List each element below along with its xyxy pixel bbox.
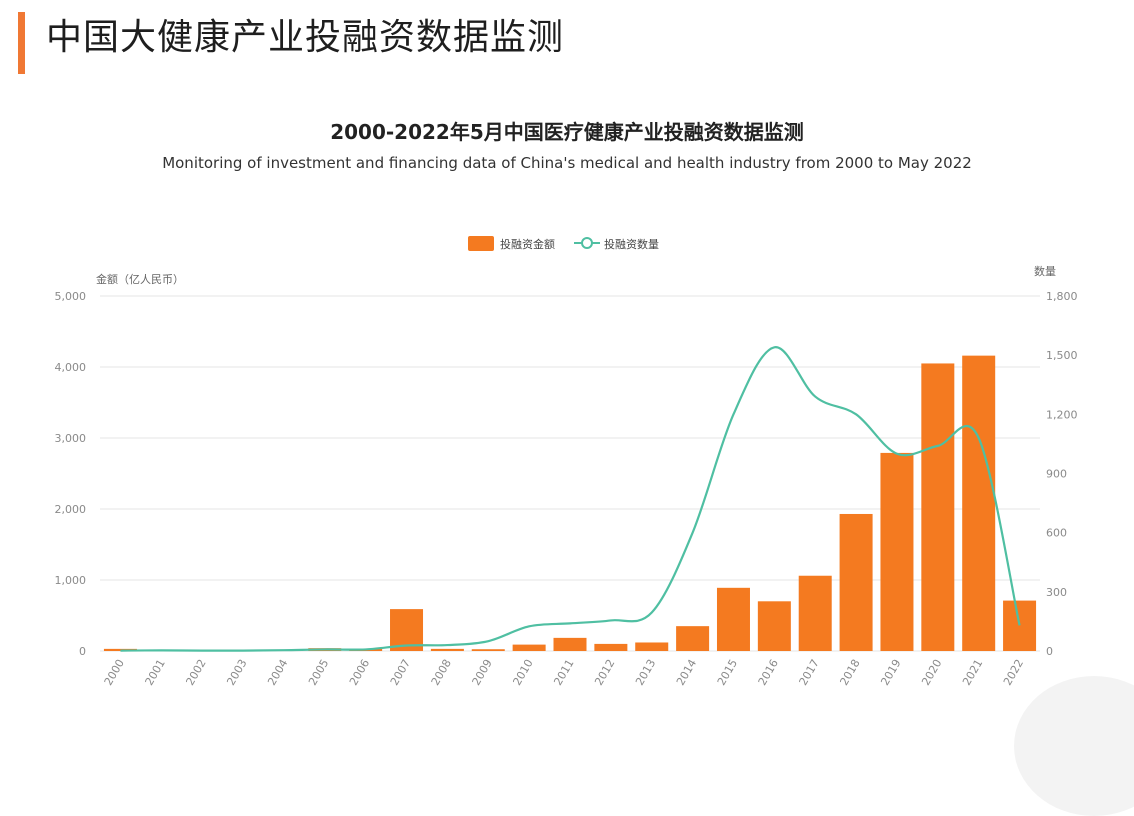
bar-2014 <box>676 626 710 651</box>
x-tick-label: 2016 <box>756 657 781 688</box>
x-tick-label: 2022 <box>1001 657 1026 688</box>
legend-bar-swatch <box>468 236 494 251</box>
x-tick-label: 2019 <box>878 657 903 688</box>
bar-2019 <box>880 452 914 651</box>
legend-line-label: 投融资数量 <box>604 237 659 251</box>
y-left-axis-label: 金额（亿人民币） <box>96 272 184 286</box>
bar-2010 <box>512 644 546 651</box>
bar-2012 <box>594 643 628 651</box>
bar-2018 <box>839 513 873 651</box>
bar-2017 <box>798 575 832 651</box>
legend-line-marker <box>581 237 593 249</box>
x-tick-label: 2011 <box>551 657 576 688</box>
y-right-tick-label: 1,200 <box>1046 408 1078 421</box>
line-series-count <box>120 346 1021 652</box>
x-tick-label: 2004 <box>265 657 290 688</box>
y-right-tick-label: 600 <box>1046 527 1067 540</box>
y-left-tick-label: 4,000 <box>55 361 87 374</box>
x-tick-label: 2010 <box>510 657 535 688</box>
x-tick-label: 2015 <box>715 657 740 688</box>
bar-2013 <box>635 642 669 651</box>
bar-2016 <box>757 601 791 651</box>
x-tick-label: 2021 <box>960 657 985 688</box>
x-tick-label: 2008 <box>429 657 454 688</box>
chart-title: 2000-2022年5月中国医疗健康产业投融资数据监测 <box>330 120 804 144</box>
x-tick-label: 2001 <box>143 657 168 688</box>
x-tick-label: 2013 <box>633 657 658 688</box>
x-tick-label: 2018 <box>837 657 862 688</box>
y-right-tick-label: 0 <box>1046 645 1053 658</box>
x-tick-label: 2017 <box>797 657 822 688</box>
page-title: 中国大健康产业投融资数据监测 <box>46 17 565 58</box>
bar-2007 <box>390 609 424 651</box>
x-tick-label: 2000 <box>102 657 127 688</box>
bar-2022 <box>1003 600 1037 651</box>
y-right-tick-label: 300 <box>1046 586 1067 599</box>
x-tick-label: 2003 <box>224 657 249 688</box>
y-left-tick-label: 3,000 <box>55 432 87 445</box>
y-right-tick-label: 900 <box>1046 468 1067 481</box>
bar-2009 <box>471 649 505 651</box>
chart-subtitle: Monitoring of investment and financing d… <box>162 154 972 172</box>
bar-2008 <box>430 648 464 651</box>
y-right-tick-label: 1,500 <box>1046 349 1078 362</box>
y-left-tick-label: 5,000 <box>55 290 87 303</box>
title-accent-bar <box>18 12 25 74</box>
y-left-tick-label: 1,000 <box>55 574 87 587</box>
x-tick-label: 2006 <box>347 657 372 688</box>
x-tick-label: 2012 <box>592 657 617 688</box>
x-tick-label: 2009 <box>470 657 495 688</box>
bar-2021 <box>962 355 996 651</box>
bar-2015 <box>716 587 750 651</box>
bar-2020 <box>921 363 955 651</box>
y-right-tick-label: 1,800 <box>1046 290 1078 303</box>
x-tick-label: 2005 <box>306 657 331 688</box>
y-right-axis-label: 数量 <box>1034 265 1056 278</box>
combo-chart: 0 1,000 2,000 3,000 4,000 5,000 0 300 600 900 1,20… <box>55 236 1078 688</box>
x-tick-label: 2014 <box>674 657 699 688</box>
bar-2011 <box>553 637 587 651</box>
x-tick-label: 2020 <box>919 657 944 688</box>
y-left-tick-label: 0 <box>79 645 86 658</box>
y-left-tick-label: 2,000 <box>55 503 87 516</box>
x-tick-label: 2007 <box>388 657 413 688</box>
x-tick-label: 2002 <box>184 657 209 688</box>
legend-bar-label: 投融资金额 <box>500 237 555 251</box>
